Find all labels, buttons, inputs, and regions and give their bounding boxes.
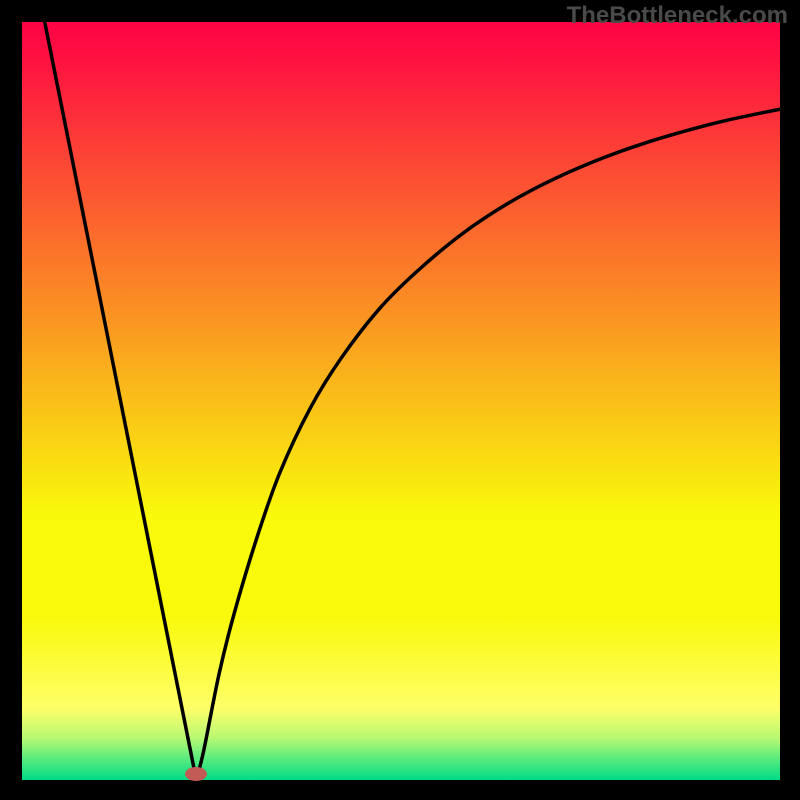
- watermark-label: TheBottleneck.com: [567, 2, 788, 30]
- bottleneck-curve: [22, 22, 780, 780]
- bottleneck-curve-path: [45, 22, 780, 780]
- chart-plot-area: [22, 22, 780, 780]
- optimal-point-marker: [185, 767, 207, 781]
